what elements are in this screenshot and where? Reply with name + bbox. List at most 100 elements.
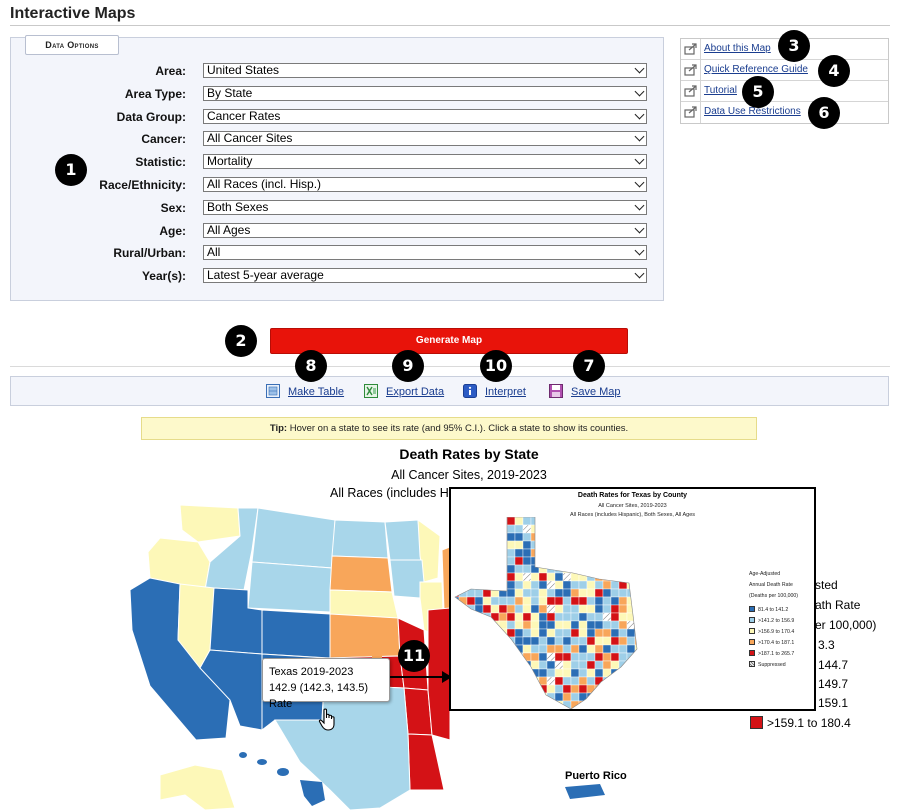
county-cell[interactable] (522, 612, 532, 622)
county-cell[interactable] (554, 517, 564, 526)
county-cell[interactable] (634, 604, 643, 614)
county-cell[interactable] (506, 540, 516, 550)
county-cell[interactable] (602, 660, 612, 670)
county-cell[interactable] (474, 572, 484, 582)
county-cell[interactable] (538, 588, 548, 598)
county-cell[interactable] (586, 604, 596, 614)
county-cell[interactable] (482, 572, 492, 582)
county-cell[interactable] (618, 700, 628, 709)
county-cell[interactable] (482, 580, 492, 590)
state-colorado[interactable] (261, 609, 331, 659)
county-cell[interactable] (546, 532, 556, 542)
county-cell[interactable] (546, 540, 556, 550)
county-cell[interactable] (586, 524, 596, 534)
county-cell[interactable] (482, 620, 492, 630)
county-cell[interactable] (594, 580, 604, 590)
county-cell[interactable] (578, 572, 588, 582)
county-cell[interactable] (578, 628, 588, 638)
county-cell[interactable] (474, 700, 484, 709)
county-cell[interactable] (522, 532, 532, 542)
county-cell[interactable] (610, 700, 620, 709)
county-cell[interactable] (618, 636, 628, 646)
county-cell[interactable] (554, 604, 564, 614)
county-cell[interactable] (610, 692, 620, 702)
county-cell[interactable] (586, 636, 596, 646)
county-cell[interactable] (522, 620, 532, 630)
export-data-label[interactable]: Export Data (386, 386, 445, 398)
county-cell[interactable] (602, 596, 612, 606)
county-cell[interactable] (458, 532, 468, 542)
county-cell[interactable] (578, 588, 588, 598)
county-cell[interactable] (602, 668, 612, 678)
county-cell[interactable] (514, 620, 524, 630)
county-cell[interactable] (562, 612, 572, 622)
county-cell[interactable] (506, 532, 516, 542)
county-cell[interactable] (554, 668, 564, 678)
county-cell[interactable] (554, 652, 564, 662)
county-cell[interactable] (594, 644, 604, 654)
county-cell[interactable] (530, 580, 540, 590)
county-cell[interactable] (602, 684, 612, 694)
county-cell[interactable] (466, 660, 476, 670)
county-cell[interactable] (482, 676, 492, 686)
county-cell[interactable] (522, 580, 532, 590)
county-cell[interactable] (586, 620, 596, 630)
county-cell[interactable] (602, 612, 612, 622)
county-cell[interactable] (514, 548, 524, 558)
county-cell[interactable] (578, 604, 588, 614)
option-select[interactable]: All (203, 245, 647, 260)
county-cell[interactable] (458, 644, 468, 654)
county-cell[interactable] (530, 668, 540, 678)
county-cell[interactable] (626, 644, 636, 654)
county-cell[interactable] (618, 556, 628, 566)
county-cell[interactable] (474, 684, 484, 694)
county-cell[interactable] (538, 524, 548, 534)
county-cell[interactable] (610, 540, 620, 550)
county-cell[interactable] (498, 517, 508, 526)
county-cell[interactable] (594, 556, 604, 566)
county-cell[interactable] (578, 532, 588, 542)
county-cell[interactable] (498, 692, 508, 702)
county-cell[interactable] (610, 620, 620, 630)
county-cell[interactable] (578, 660, 588, 670)
county-cell[interactable] (554, 540, 564, 550)
county-cell[interactable] (451, 676, 460, 686)
county-cell[interactable] (594, 620, 604, 630)
county-cell[interactable] (458, 564, 468, 574)
county-cell[interactable] (490, 628, 500, 638)
county-cell[interactable] (490, 548, 500, 558)
option-select[interactable]: Mortality (203, 154, 647, 169)
county-cell[interactable] (506, 564, 516, 574)
county-cell[interactable] (634, 644, 643, 654)
county-cell[interactable] (570, 644, 580, 654)
county-cell[interactable] (466, 532, 476, 542)
county-cell[interactable] (458, 524, 468, 534)
county-cell[interactable] (514, 684, 524, 694)
county-cell[interactable] (466, 668, 476, 678)
county-cell[interactable] (522, 588, 532, 598)
county-cell[interactable] (586, 548, 596, 558)
county-cell[interactable] (451, 596, 460, 606)
county-cell[interactable] (506, 700, 516, 709)
county-cell[interactable] (570, 668, 580, 678)
county-cell[interactable] (482, 517, 492, 526)
county-cell[interactable] (626, 572, 636, 582)
option-select[interactable]: All Cancer Sites (203, 131, 647, 146)
county-cell[interactable] (482, 700, 492, 709)
county-cell[interactable] (498, 612, 508, 622)
county-cell[interactable] (514, 612, 524, 622)
county-cell[interactable] (522, 628, 532, 638)
county-cell[interactable] (554, 556, 564, 566)
county-cell[interactable] (514, 540, 524, 550)
county-cell[interactable] (594, 572, 604, 582)
county-cell[interactable] (634, 524, 643, 534)
county-cell[interactable] (618, 692, 628, 702)
county-cell[interactable] (474, 636, 484, 646)
county-cell[interactable] (586, 700, 596, 709)
state-alaska[interactable] (159, 764, 236, 810)
county-cell[interactable] (498, 620, 508, 630)
county-cell[interactable] (451, 636, 460, 646)
county-cell[interactable] (490, 532, 500, 542)
county-cell[interactable] (562, 556, 572, 566)
county-cell[interactable] (610, 644, 620, 654)
